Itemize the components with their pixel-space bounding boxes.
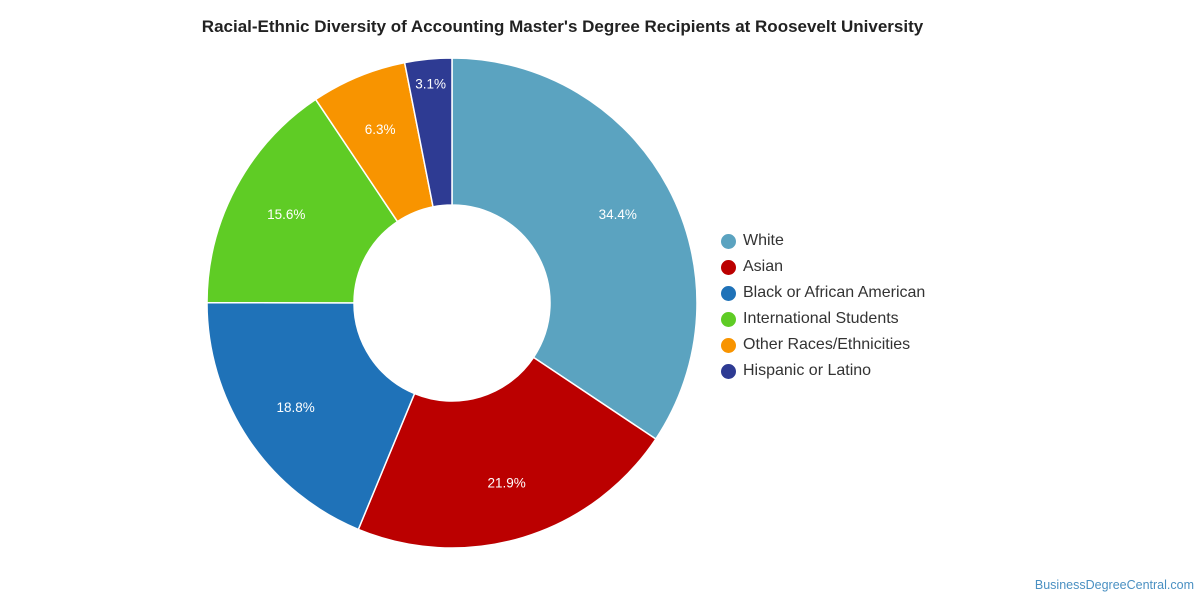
slice-white[interactable] [451,57,698,441]
legend-item[interactable]: White [721,228,925,254]
legend-label: Asian [743,258,784,275]
legend-swatch [721,363,736,379]
legend-label: Black or African American [743,284,926,301]
slice-asian[interactable] [357,356,657,549]
slice-hispanic-or-latino[interactable] [403,57,453,208]
legend-swatch [721,285,736,301]
slice-label: 3.1% [415,77,446,92]
legend-swatch [721,259,736,275]
legend-item[interactable]: Other Races/Ethnicities [721,332,925,358]
legend-item[interactable]: Asian [721,254,925,280]
legend-label: White [743,232,784,249]
chart-title: Racial-Ethnic Diversity of Accounting Ma… [201,17,924,36]
legend-swatch [721,233,736,249]
legend-item[interactable]: Black or African American [721,280,925,306]
slice-international-students[interactable] [206,98,399,304]
legend-item[interactable]: International Students [721,306,925,332]
slice-label: 21.9% [488,475,526,490]
legend-item[interactable]: Hispanic or Latino [721,358,925,384]
donut-chart: 34.4% 21.9% 18.8% 15.6% 6.3% 3.1% [206,57,698,549]
legend-label: Hispanic or Latino [743,362,872,379]
source-credit[interactable]: BusinessDegreeCentral.com [1034,578,1194,592]
slice-label: 6.3% [365,122,396,137]
slice-label: 18.8% [276,400,314,415]
slice-label: 15.6% [267,207,305,222]
slice-black-or-african-american[interactable] [206,301,416,531]
legend-label: Other Races/Ethnicities [743,336,911,353]
legend-label: International Students [743,310,899,327]
legend-swatch [721,337,736,353]
slice-label: 34.4% [599,207,637,222]
chart-legend: White Asian Black or African American Inter… [721,228,925,384]
legend-swatch [721,311,736,327]
